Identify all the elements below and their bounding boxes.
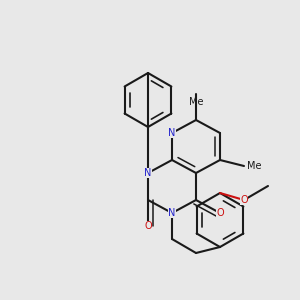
- Text: O: O: [240, 195, 248, 205]
- Text: Me: Me: [189, 97, 203, 107]
- Text: O: O: [144, 221, 152, 231]
- Text: N: N: [168, 208, 176, 218]
- Text: N: N: [168, 128, 176, 138]
- Text: N: N: [144, 168, 152, 178]
- Text: O: O: [216, 208, 224, 218]
- Text: Me: Me: [247, 161, 262, 171]
